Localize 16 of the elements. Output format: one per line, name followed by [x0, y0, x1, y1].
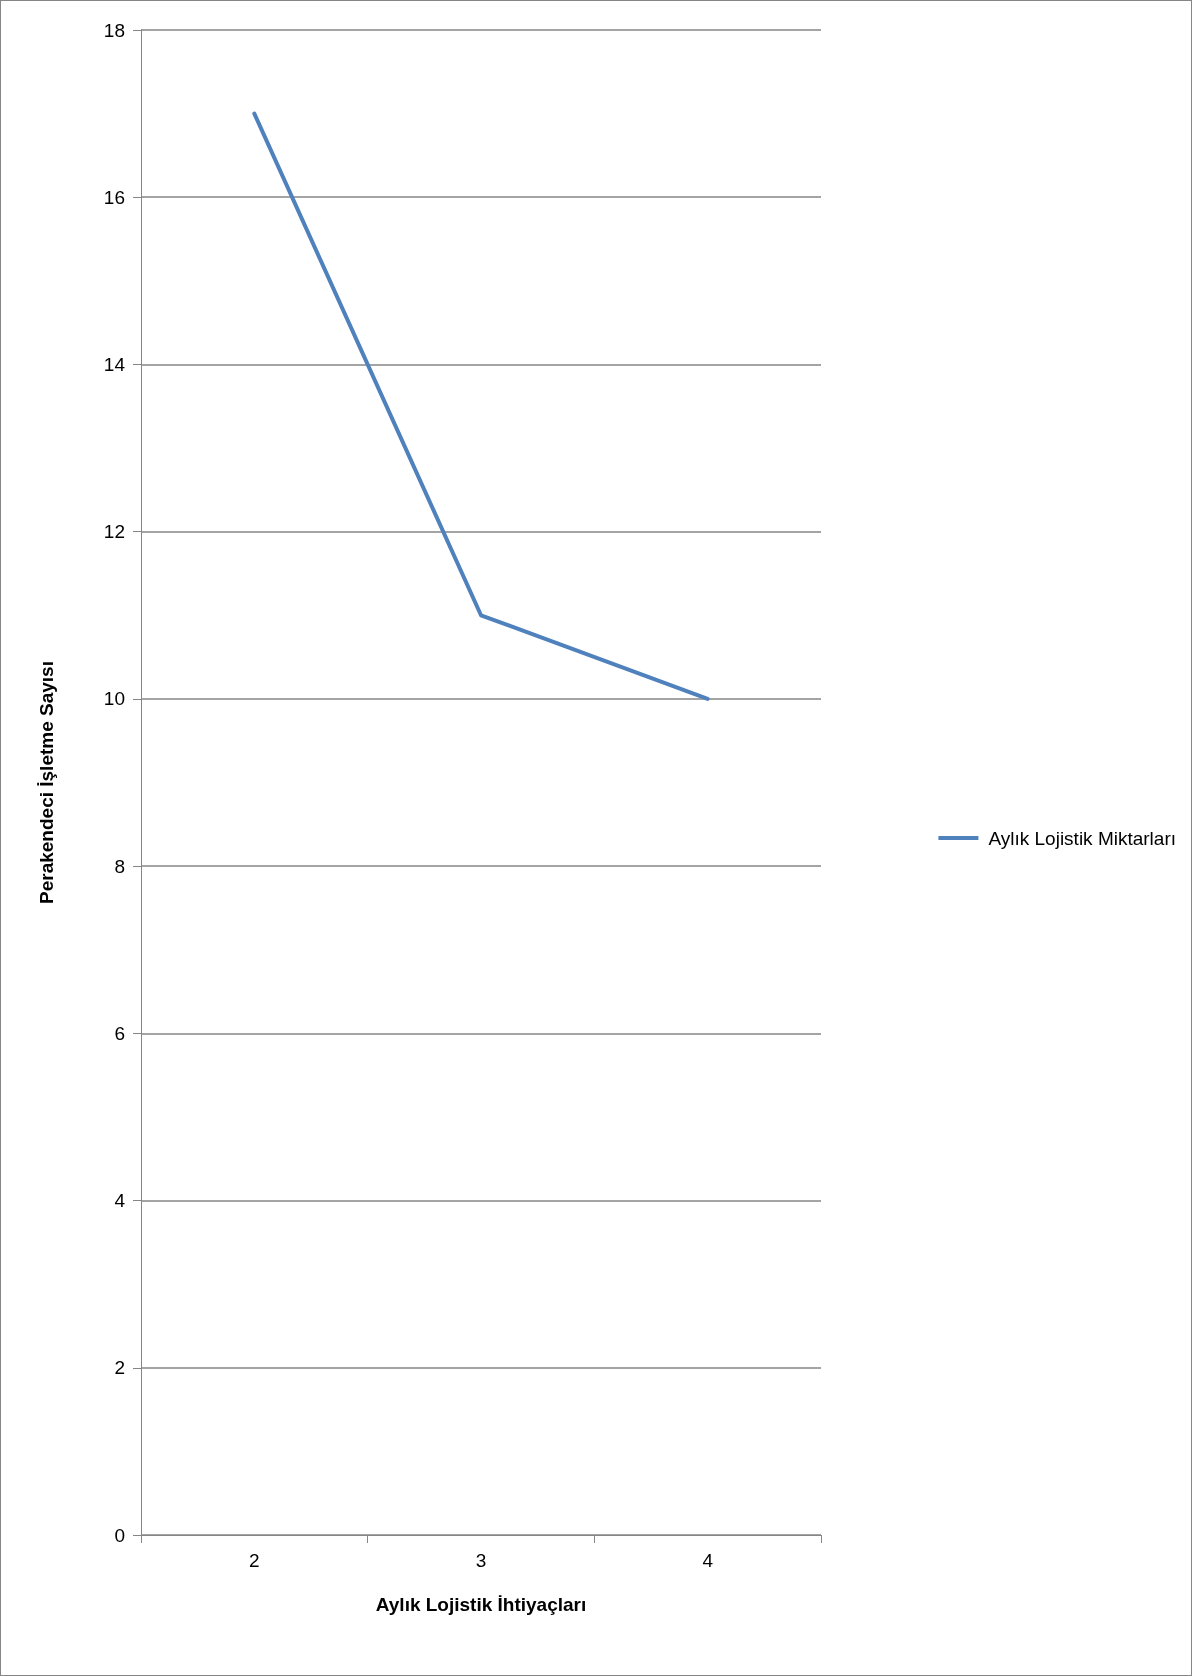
x-tick-label: 4 — [702, 1550, 714, 1571]
y-tick-label: 14 — [103, 353, 126, 375]
y-tick-label: 2 — [114, 1357, 125, 1379]
y-tick-label: 18 — [103, 19, 125, 41]
legend-label: Aylık Lojistik Miktarları — [988, 827, 1177, 849]
y-tick-label: 6 — [114, 1022, 125, 1044]
y-tick-label: 10 — [103, 688, 125, 710]
x-axis-title: Aylık Lojistik İhtiyaçları — [375, 1594, 587, 1615]
y-tick-label: 0 — [114, 1524, 125, 1546]
y-tick-label: 4 — [114, 1190, 126, 1212]
x-tick-label: 2 — [249, 1550, 260, 1571]
x-tick-label: 3 — [475, 1550, 487, 1571]
y-tick-label: 16 — [103, 186, 125, 208]
y-tick-label: 12 — [103, 521, 125, 543]
y-axis-title: Perakendeci İşletme Sayısı — [36, 661, 57, 904]
y-tick-label: 8 — [114, 855, 125, 877]
